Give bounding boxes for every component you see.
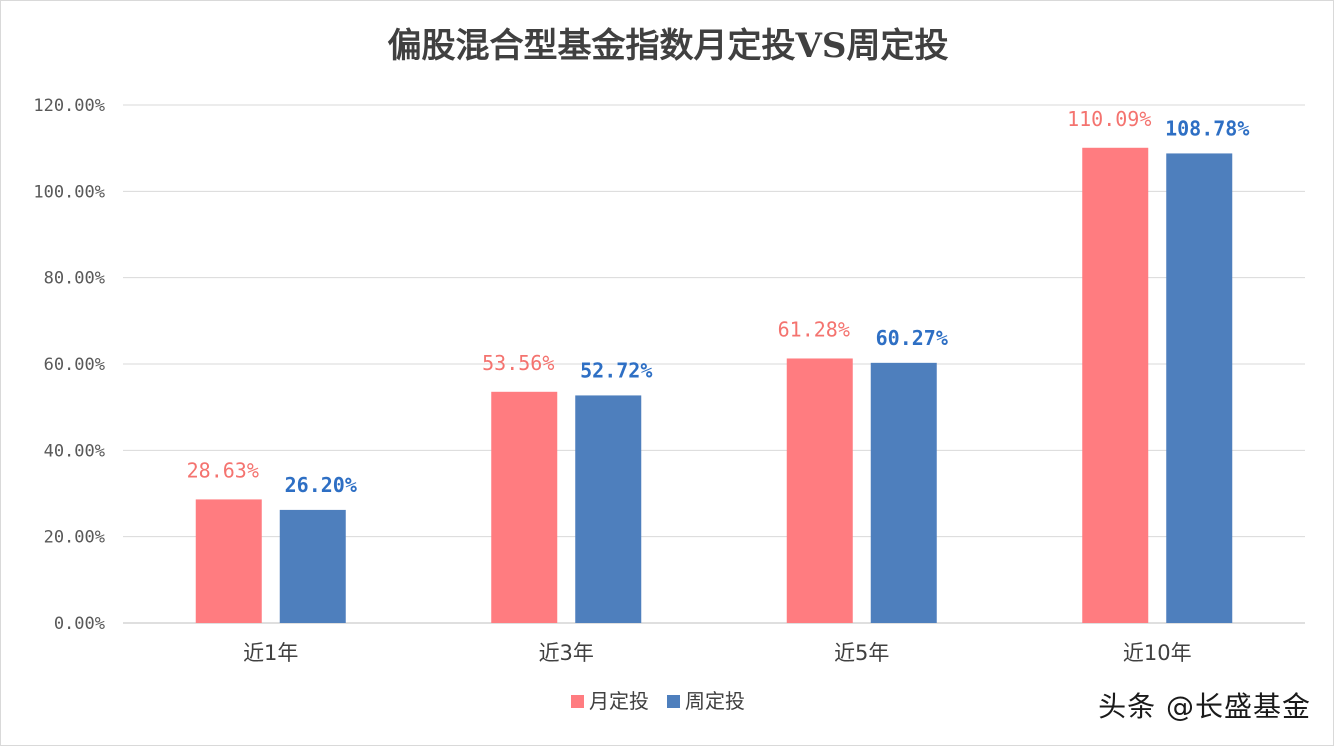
category-label: 近5年 [834, 641, 889, 665]
x-axis: 近1年 近3年 近5年 近10年 [243, 641, 1192, 665]
bar-weekly [1166, 153, 1233, 624]
data-label: 28.63% [187, 458, 259, 482]
data-label: 53.56% [482, 351, 554, 375]
bar-monthly [1082, 147, 1149, 623]
legend-swatch [667, 695, 680, 708]
y-tick-label: 60.00% [44, 355, 105, 375]
legend: 月定投 周定投 [571, 689, 745, 713]
y-tick-label: 40.00% [44, 441, 105, 461]
data-label: 108.78% [1165, 116, 1249, 140]
bar-weekly [279, 509, 346, 623]
legend-label: 月定投 [589, 689, 649, 713]
y-tick-label: 20.00% [44, 528, 105, 548]
bar-weekly [870, 362, 937, 623]
legend-swatch [571, 695, 584, 708]
y-tick-label: 120.00% [33, 96, 105, 116]
chart-title: 偏股混合型基金指数月定投VS周定投 [388, 26, 949, 66]
y-tick-label: 80.00% [44, 269, 105, 289]
legend-label: 周定投 [685, 689, 745, 713]
data-label: 110.09% [1067, 107, 1151, 131]
y-tick-label: 100.00% [33, 182, 105, 202]
category-label: 近1年 [243, 641, 298, 665]
bar-monthly [786, 358, 853, 623]
data-labels-layer: 28.63% 26.20% 53.56% 52.72% 61.28% 60.27% 110.… [187, 107, 1250, 497]
y-tick-label: 0.00% [54, 614, 105, 634]
data-label: 61.28% [778, 317, 850, 341]
data-label: 52.72% [580, 358, 652, 382]
category-label: 近3年 [539, 641, 594, 665]
bar-monthly [491, 391, 558, 623]
data-label: 60.27% [876, 326, 948, 350]
bar-weekly [575, 395, 642, 623]
y-axis: 0.00% 20.00% 40.00% 60.00% 80.00% 100.00% 120.… [33, 96, 105, 634]
watermark-text: 头条 @长盛基金 [1098, 690, 1311, 723]
bar-monthly [195, 499, 262, 623]
category-label: 近10年 [1123, 641, 1192, 665]
bars-layer [195, 147, 1233, 624]
data-label: 26.20% [285, 473, 357, 497]
